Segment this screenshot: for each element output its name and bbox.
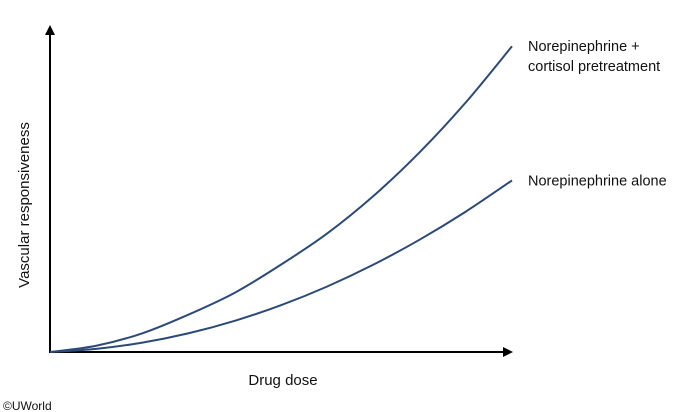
- y-axis-title: Vascular responsiveness: [16, 122, 33, 288]
- series-line-2: [49, 179, 513, 353]
- series-label-1-line-1: Norepinephrine +: [528, 39, 640, 55]
- series-label-layer: Norepinephrine + cortisol pretreatmentNor…: [528, 39, 667, 189]
- copyright-notice: ©UWorld: [3, 399, 52, 412]
- x-axis-title: Drug dose: [248, 372, 317, 389]
- series-label-1: Norepinephrine + cortisol pretreatment: [528, 39, 660, 75]
- series-label-1-line-2: cortisol pretreatment: [528, 59, 660, 75]
- series-line-1: [49, 45, 513, 353]
- series-layer: [49, 45, 513, 353]
- series-label-2: Norepinephrine alone: [528, 173, 667, 189]
- series-label-2-line-1: Norepinephrine alone: [528, 173, 667, 189]
